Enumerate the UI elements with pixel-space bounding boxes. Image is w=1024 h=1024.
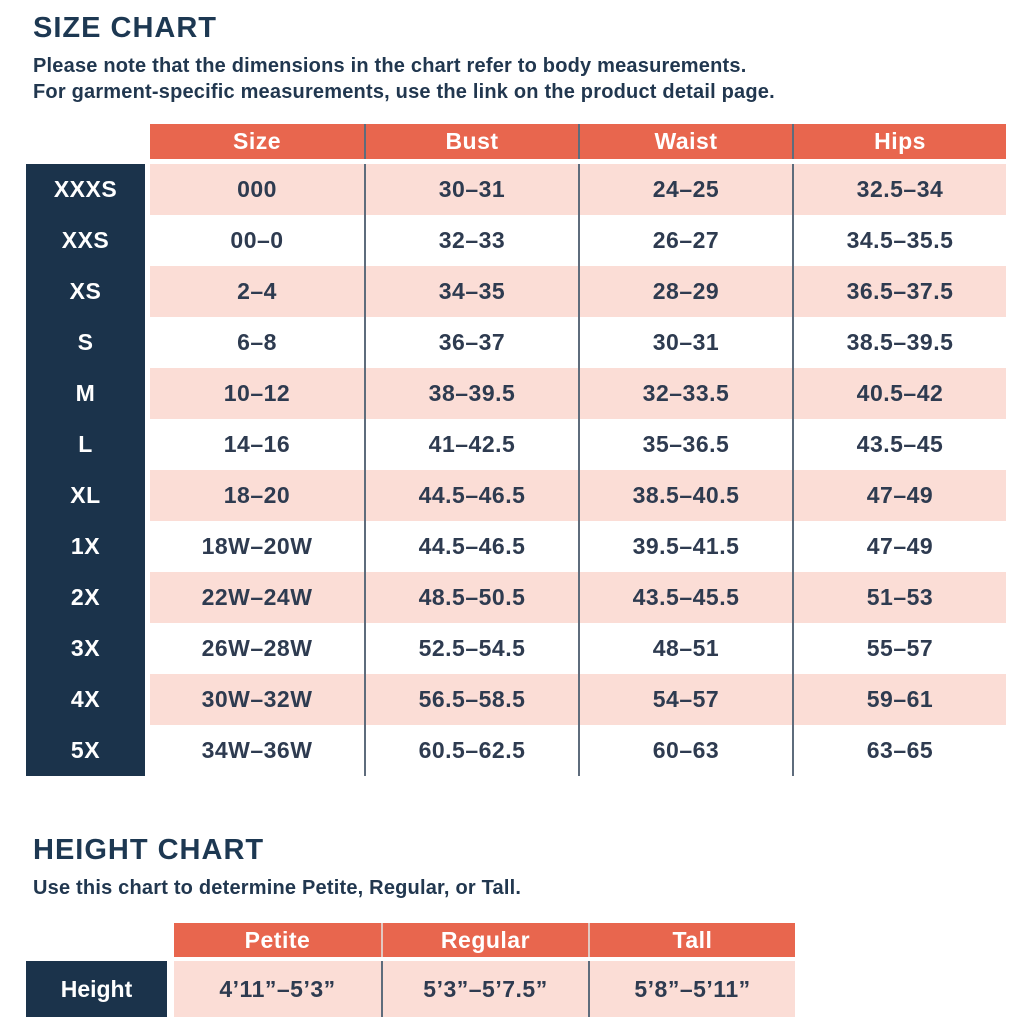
regular-range-cell: 5’3”–5’7.5” <box>381 961 588 1017</box>
bust-cell: 56.5–58.5 <box>364 674 578 725</box>
bust-cell: 38–39.5 <box>364 368 578 419</box>
size-chart-title: SIZE CHART <box>33 12 217 44</box>
size-row-label: XXXS <box>26 164 145 215</box>
size-row-label: 2X <box>26 572 145 623</box>
height-row-label: Height <box>26 961 167 1017</box>
size-row-xs: XS 2–4 34–35 28–29 36.5–37.5 <box>26 266 1024 317</box>
size-chart-section: SIZE CHART Please note that the dimensio… <box>0 12 1024 776</box>
size-col-header-waist: Waist <box>578 124 792 159</box>
size-cell: 000 <box>150 164 364 215</box>
size-col-header-bust: Bust <box>364 124 578 159</box>
hips-cell: 32.5–34 <box>792 164 1006 215</box>
waist-cell: 35–36.5 <box>578 419 792 470</box>
size-cell: 22W–24W <box>150 572 364 623</box>
size-row-label: L <box>26 419 145 470</box>
hips-cell: 43.5–45 <box>792 419 1006 470</box>
size-row-3x: 3X 26W–28W 52.5–54.5 48–51 55–57 <box>26 623 1024 674</box>
size-row-label: XL <box>26 470 145 521</box>
bust-cell: 30–31 <box>364 164 578 215</box>
size-cell: 34W–36W <box>150 725 364 776</box>
hips-cell: 63–65 <box>792 725 1006 776</box>
hips-cell: 47–49 <box>792 521 1006 572</box>
size-cell: 26W–28W <box>150 623 364 674</box>
bust-cell: 34–35 <box>364 266 578 317</box>
waist-cell: 48–51 <box>578 623 792 674</box>
size-row-2x: 2X 22W–24W 48.5–50.5 43.5–45.5 51–53 <box>26 572 1024 623</box>
hips-cell: 38.5–39.5 <box>792 317 1006 368</box>
size-table: Size Bust Waist Hips XXXS 000 30–31 24–2… <box>26 124 1024 776</box>
size-cell: 18–20 <box>150 470 364 521</box>
size-cell: 2–4 <box>150 266 364 317</box>
bust-cell: 32–33 <box>364 215 578 266</box>
bust-cell: 36–37 <box>364 317 578 368</box>
tall-range-cell: 5’8”–5’11” <box>588 961 795 1017</box>
size-col-header-size: Size <box>150 124 364 159</box>
waist-cell: 43.5–45.5 <box>578 572 792 623</box>
height-chart-title: HEIGHT CHART <box>33 834 265 866</box>
size-cell: 00–0 <box>150 215 364 266</box>
waist-cell: 24–25 <box>578 164 792 215</box>
hips-cell: 36.5–37.5 <box>792 266 1006 317</box>
size-row-label: 1X <box>26 521 145 572</box>
size-row-label: 5X <box>26 725 145 776</box>
waist-cell: 28–29 <box>578 266 792 317</box>
size-chart-subtitle-line-1: Please note that the dimensions in the c… <box>33 55 747 77</box>
hips-cell: 59–61 <box>792 674 1006 725</box>
height-table: Petite Regular Tall Height 4’11”–5’3” 5’… <box>26 923 1024 1017</box>
size-cell: 10–12 <box>150 368 364 419</box>
bust-cell: 44.5–46.5 <box>364 470 578 521</box>
size-cell: 6–8 <box>150 317 364 368</box>
size-cell: 30W–32W <box>150 674 364 725</box>
hips-cell: 55–57 <box>792 623 1006 674</box>
height-col-header-petite: Petite <box>174 923 381 957</box>
waist-cell: 32–33.5 <box>578 368 792 419</box>
size-row-xxxs: XXXS 000 30–31 24–25 32.5–34 <box>26 164 1024 215</box>
height-table-header-spacer <box>26 923 174 957</box>
hips-cell: 47–49 <box>792 470 1006 521</box>
size-row-1x: 1X 18W–20W 44.5–46.5 39.5–41.5 47–49 <box>26 521 1024 572</box>
waist-cell: 54–57 <box>578 674 792 725</box>
size-cell: 14–16 <box>150 419 364 470</box>
size-row-label: XXS <box>26 215 145 266</box>
size-row-s: S 6–8 36–37 30–31 38.5–39.5 <box>26 317 1024 368</box>
bust-cell: 41–42.5 <box>364 419 578 470</box>
hips-cell: 34.5–35.5 <box>792 215 1006 266</box>
size-row-label: 3X <box>26 623 145 674</box>
size-cell: 18W–20W <box>150 521 364 572</box>
height-chart-subtitle: Use this chart to determine Petite, Regu… <box>33 877 522 899</box>
waist-cell: 30–31 <box>578 317 792 368</box>
hips-cell: 40.5–42 <box>792 368 1006 419</box>
size-table-header-spacer <box>26 124 150 159</box>
hips-cell: 51–53 <box>792 572 1006 623</box>
bust-cell: 44.5–46.5 <box>364 521 578 572</box>
size-row-label: 4X <box>26 674 145 725</box>
height-chart-section: HEIGHT CHART Use this chart to determine… <box>0 834 1024 1017</box>
size-row-4x: 4X 30W–32W 56.5–58.5 54–57 59–61 <box>26 674 1024 725</box>
bust-cell: 52.5–54.5 <box>364 623 578 674</box>
waist-cell: 26–27 <box>578 215 792 266</box>
waist-cell: 38.5–40.5 <box>578 470 792 521</box>
size-row-label: XS <box>26 266 145 317</box>
size-row-label: M <box>26 368 145 419</box>
size-row-m: M 10–12 38–39.5 32–33.5 40.5–42 <box>26 368 1024 419</box>
size-row-5x: 5X 34W–36W 60.5–62.5 60–63 63–65 <box>26 725 1024 776</box>
size-table-header-row: Size Bust Waist Hips <box>26 124 1024 159</box>
height-col-header-tall: Tall <box>588 923 795 957</box>
waist-cell: 39.5–41.5 <box>578 521 792 572</box>
waist-cell: 60–63 <box>578 725 792 776</box>
size-row-l: L 14–16 41–42.5 35–36.5 43.5–45 <box>26 419 1024 470</box>
height-col-header-regular: Regular <box>381 923 588 957</box>
height-table-header-row: Petite Regular Tall <box>26 923 1024 957</box>
size-row-xl: XL 18–20 44.5–46.5 38.5–40.5 47–49 <box>26 470 1024 521</box>
size-chart-subtitle-line-2: For garment-specific measurements, use t… <box>33 81 775 103</box>
size-col-header-hips: Hips <box>792 124 1006 159</box>
bust-cell: 48.5–50.5 <box>364 572 578 623</box>
size-row-xxs: XXS 00–0 32–33 26–27 34.5–35.5 <box>26 215 1024 266</box>
height-table-data-row: Height 4’11”–5’3” 5’3”–5’7.5” 5’8”–5’11” <box>26 961 1024 1017</box>
bust-cell: 60.5–62.5 <box>364 725 578 776</box>
size-row-label: S <box>26 317 145 368</box>
petite-range-cell: 4’11”–5’3” <box>174 961 381 1017</box>
